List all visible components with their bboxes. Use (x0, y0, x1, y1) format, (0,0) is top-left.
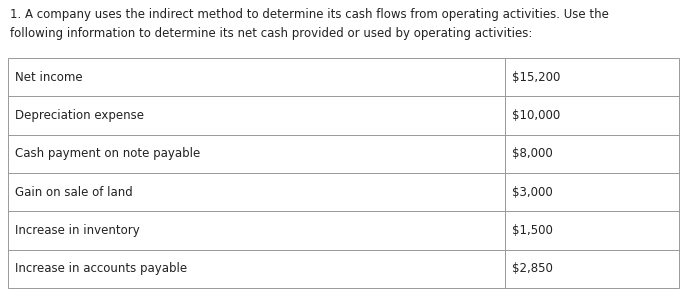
Text: $10,000: $10,000 (512, 109, 561, 122)
Text: 1. A company uses the indirect method to determine its cash flows from operating: 1. A company uses the indirect method to… (10, 8, 609, 21)
Text: $1,500: $1,500 (512, 224, 553, 237)
Text: $15,200: $15,200 (512, 71, 561, 84)
Text: Increase in accounts payable: Increase in accounts payable (15, 262, 187, 275)
Text: Net income: Net income (15, 71, 82, 84)
Text: Cash payment on note payable: Cash payment on note payable (15, 147, 200, 160)
Text: Gain on sale of land: Gain on sale of land (15, 186, 133, 199)
Text: following information to determine its net cash provided or used by operating ac: following information to determine its n… (10, 27, 532, 40)
Bar (8, 58, 679, 288)
Text: Depreciation expense: Depreciation expense (15, 109, 144, 122)
Text: $8,000: $8,000 (512, 147, 553, 160)
Text: Increase in inventory: Increase in inventory (15, 224, 139, 237)
Text: $2,850: $2,850 (512, 262, 553, 275)
Text: $3,000: $3,000 (512, 186, 553, 199)
